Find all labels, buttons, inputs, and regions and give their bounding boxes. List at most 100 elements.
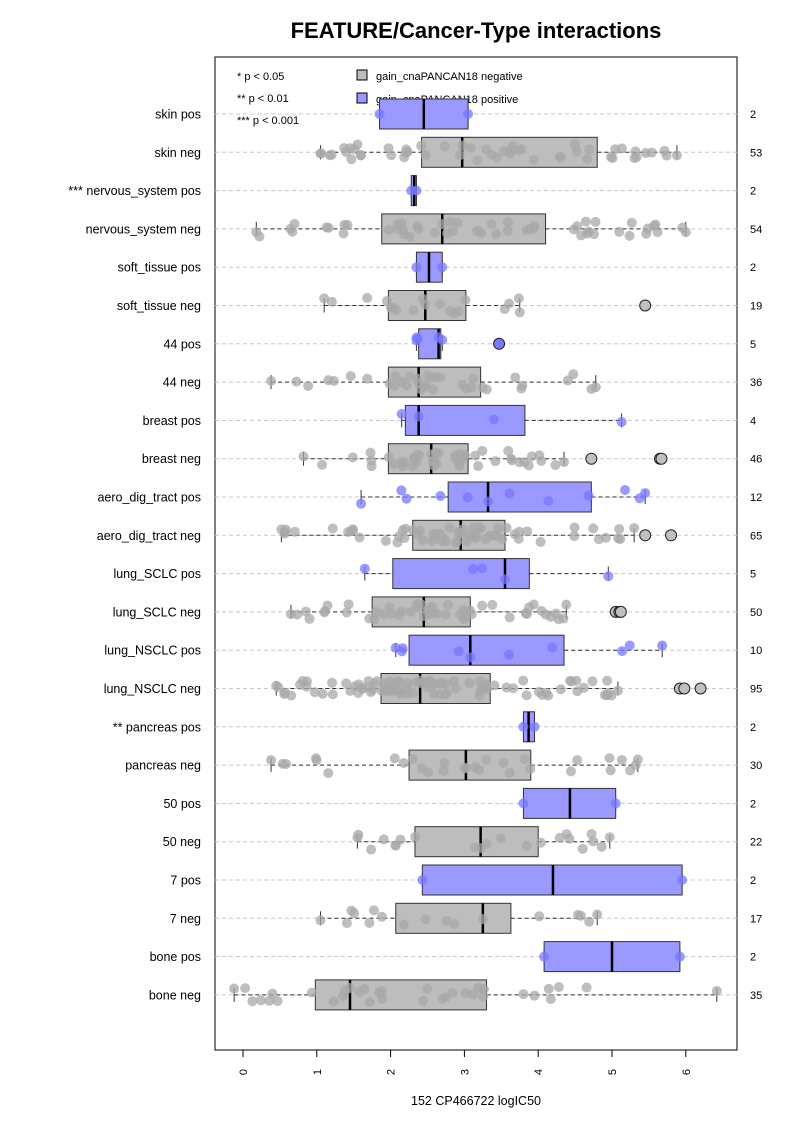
data-point [465,652,476,663]
data-point [584,916,595,927]
data-point [477,914,488,925]
data-point [509,529,520,540]
data-point [553,982,564,993]
group-count: 5 [750,569,756,581]
data-point [466,382,477,393]
data-point [539,951,550,962]
data-point [543,983,554,994]
data-point [435,299,446,310]
data-point [341,607,352,618]
data-point [483,496,494,507]
data-point [475,523,486,534]
data-point [473,461,484,472]
data-point [450,537,461,548]
data-point [378,608,389,619]
data-point [537,689,548,700]
data-point [529,990,540,1001]
data-point [353,829,364,840]
data-point [472,155,483,166]
data-point [461,536,472,547]
data-point [389,381,400,392]
data-point [486,149,497,160]
data-point [417,293,428,304]
data-point [273,682,284,693]
group-label: 50 neg [163,835,201,849]
data-point [481,754,492,765]
data-point [266,375,277,386]
outlier-point [493,337,506,350]
data-point [463,109,474,119]
data-point [338,991,349,1002]
data-point [558,613,569,624]
data-point [620,485,631,496]
data-point [323,768,334,779]
data-point [440,992,451,1003]
significance-legend-item: * p < 0.05 [237,71,284,83]
data-point [386,150,397,161]
data-point [559,457,570,468]
data-point [377,986,388,997]
data-point [338,228,349,239]
data-point [404,371,415,382]
x-tick-label: 0 [238,1069,250,1075]
data-point [366,461,377,472]
data-point [649,220,660,231]
group-label: breast neg [142,452,201,466]
data-point [479,682,490,693]
data-point [470,450,481,461]
group-label: lung_NSCLC neg [104,682,201,696]
data-point [374,109,385,119]
data-point [545,994,556,1005]
data-point [550,608,561,619]
data-point [661,150,672,161]
data-point [366,844,377,855]
data-point [504,767,515,778]
group-label: 7 pos [170,874,201,888]
data-point [547,642,558,653]
data-point [596,841,607,852]
data-point [355,150,366,161]
data-point [581,982,592,993]
data-point [327,523,338,534]
data-point [473,225,484,236]
data-point [394,610,405,621]
group-label: *** nervous_system pos [68,184,201,198]
data-point [316,148,327,159]
legend-swatch [356,69,368,81]
data-point [301,681,312,692]
group-count: 12 [750,492,762,504]
data-point [298,451,309,462]
data-point [457,379,468,390]
data-point [413,529,424,540]
group-count: 65 [750,530,762,542]
data-point [319,293,330,304]
outlier-point [585,452,598,465]
data-point [362,292,373,303]
group-count: 2 [750,952,756,964]
plot-area: 0 1 2 3 4 5 6* p < 0.05** p < 0.01*** p < 0.00… [68,56,762,1075]
data-point [460,294,471,305]
data-point [631,152,642,163]
data-point [550,460,561,471]
data-point [463,528,474,539]
box [408,634,565,666]
data-point [419,381,430,392]
group-label: bone neg [149,988,201,1002]
outlier-point [665,529,678,542]
data-point [477,563,488,574]
data-point [404,231,415,242]
data-point [416,140,427,151]
data-point [345,371,356,382]
group-label: skin pos [155,108,201,122]
data-point [327,689,338,700]
data-point [390,840,401,851]
data-point [504,649,515,660]
group-count: 54 [750,224,762,236]
data-point [454,461,465,472]
data-point [602,675,613,686]
data-point [555,152,566,163]
data-point [410,831,421,842]
group-label: pancreas neg [125,759,201,773]
data-point [568,224,579,235]
